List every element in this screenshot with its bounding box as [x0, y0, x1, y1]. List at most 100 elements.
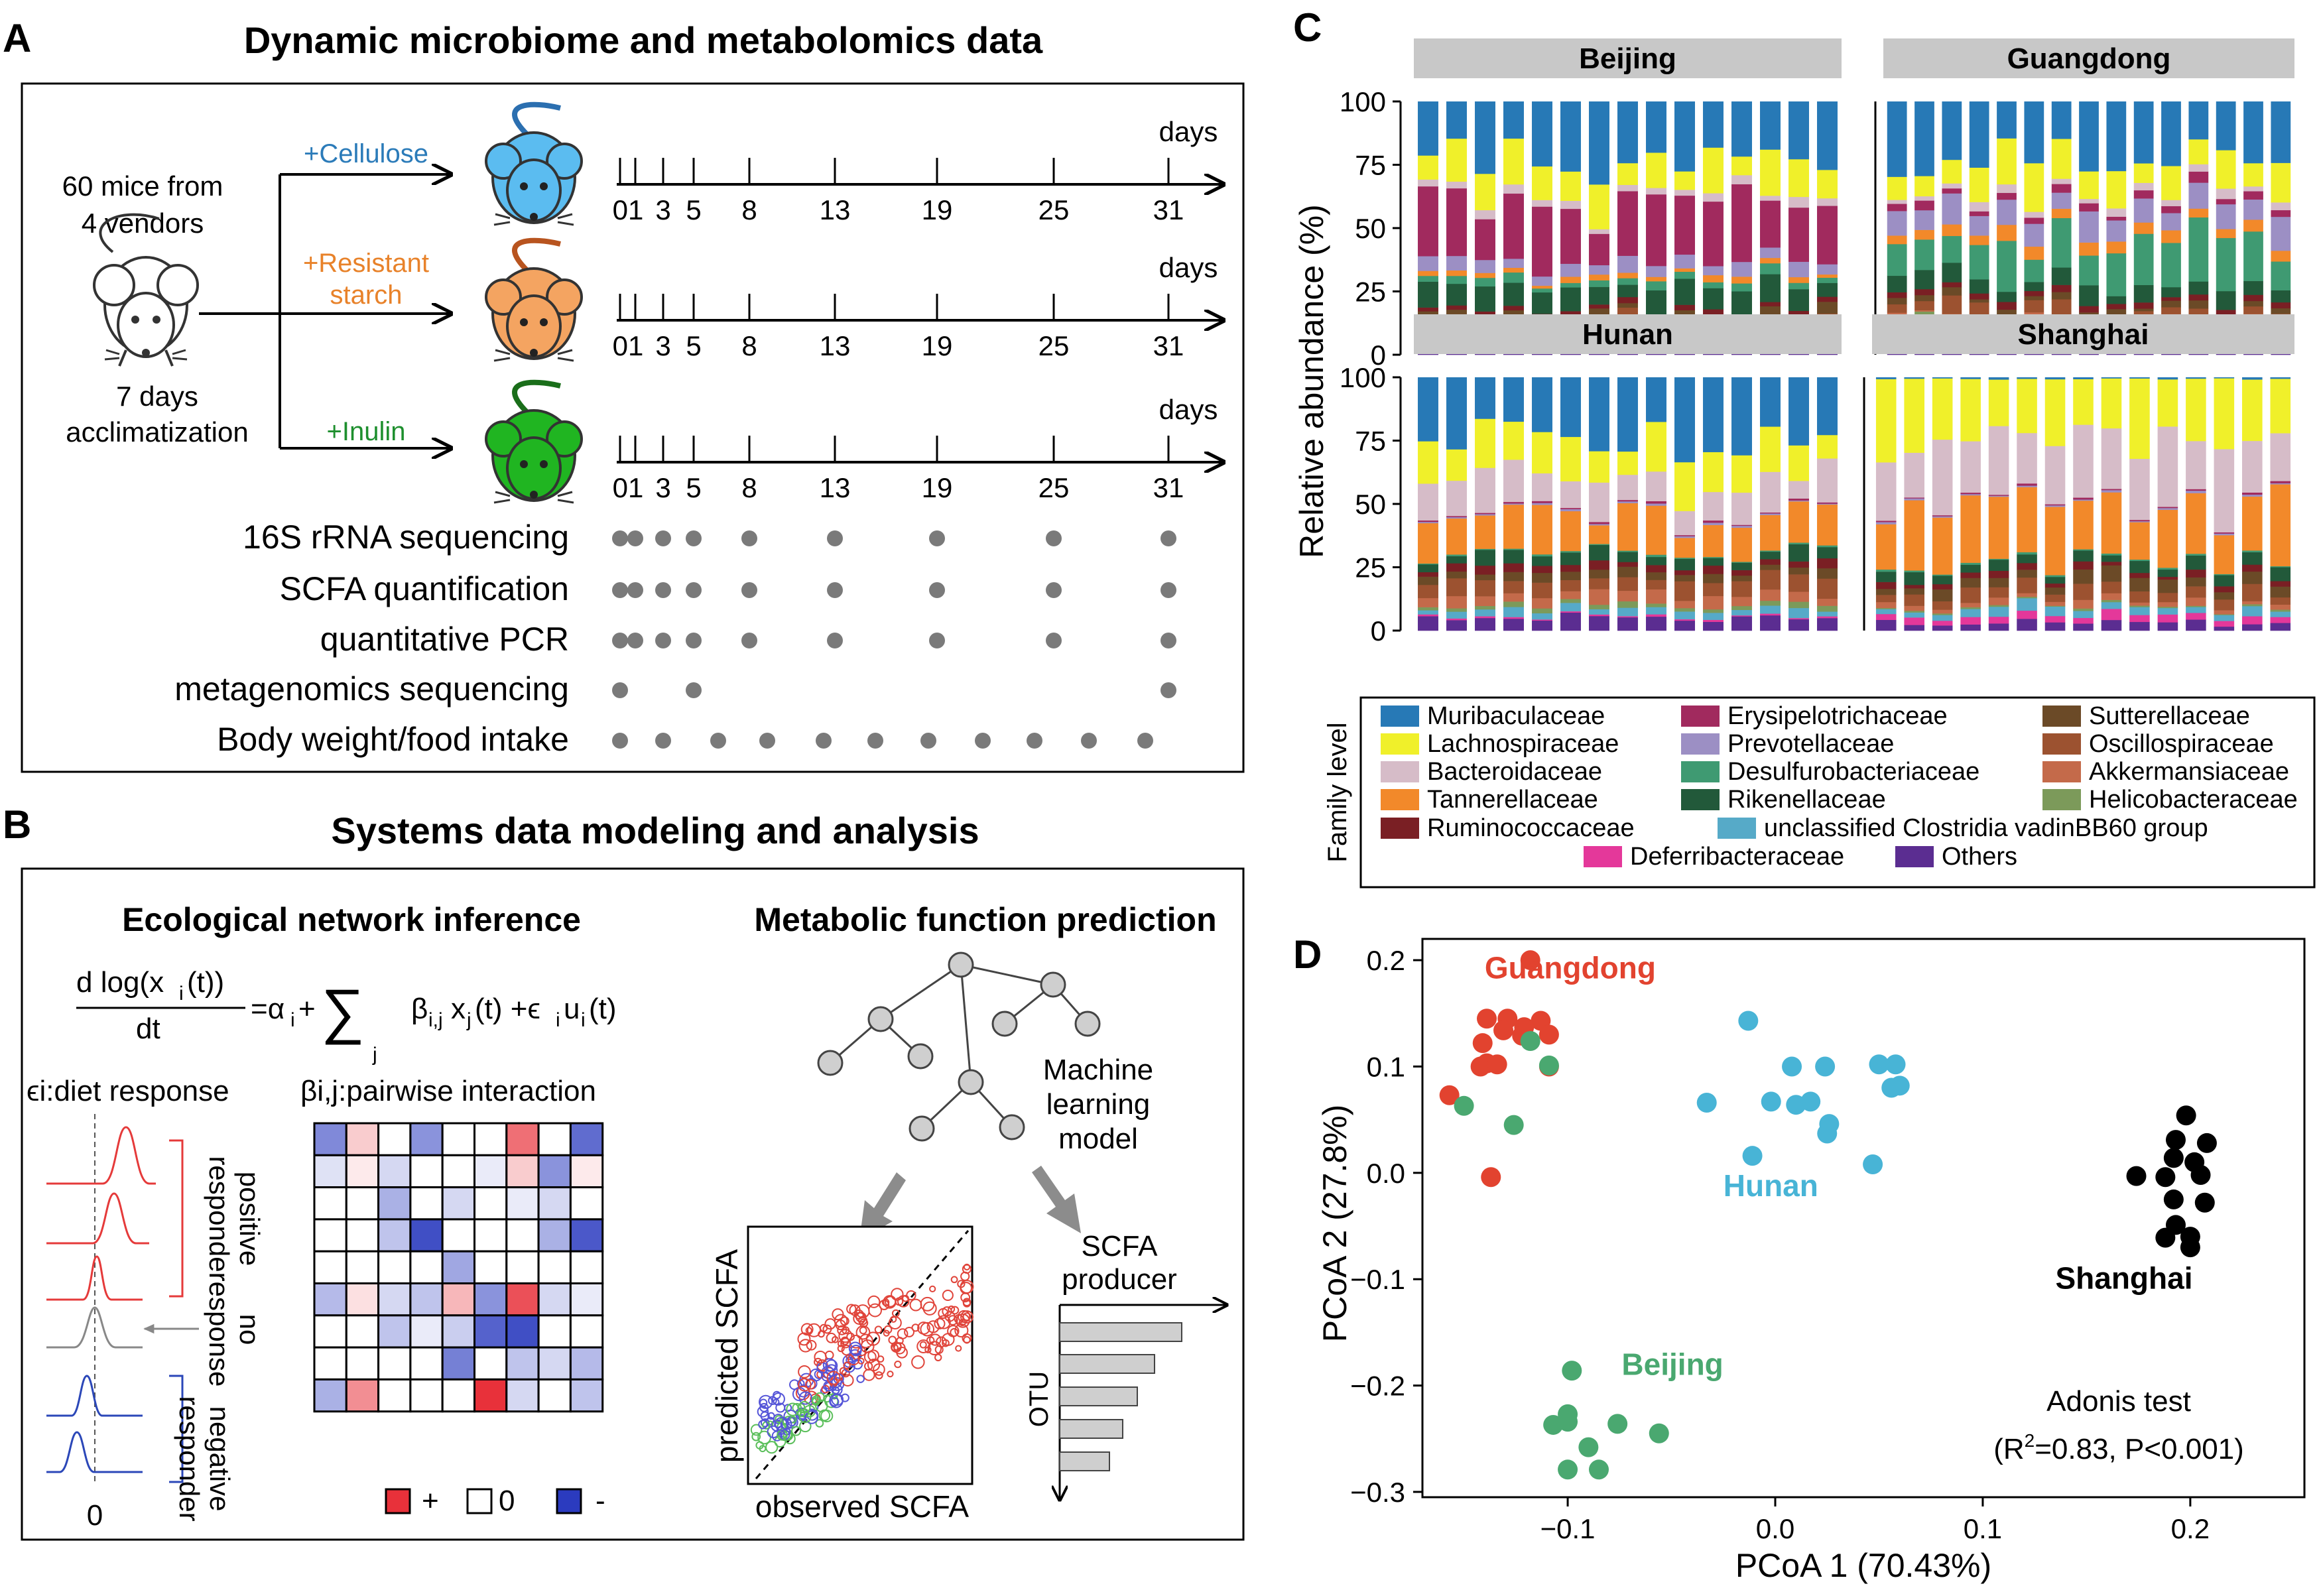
bar-segment	[2079, 242, 2099, 256]
legend-swatch	[2042, 761, 2081, 782]
bar-segment	[1997, 302, 2017, 310]
bar-segment	[2186, 555, 2206, 570]
bar-segment	[2024, 282, 2044, 292]
bar-segment	[2157, 607, 2178, 615]
diet-label: +Resistant	[303, 249, 429, 278]
bar-segment	[1932, 621, 1953, 626]
bar-segment	[1560, 481, 1581, 509]
bar-segment	[1997, 199, 2017, 225]
heatmap-cell	[473, 1186, 508, 1221]
bar-segment	[2242, 494, 2263, 497]
legend-swatch	[1381, 818, 1419, 839]
bar-segment	[1475, 565, 1495, 575]
bar-segment	[1988, 570, 2009, 578]
bar-segment	[1646, 101, 1666, 153]
mini-scatter-point	[857, 1357, 865, 1365]
mini-scatter-point	[856, 1375, 865, 1383]
bar-segment	[1788, 276, 1809, 283]
bar-segment	[2186, 377, 2206, 379]
pcoa-point-guangdong	[1481, 1167, 1501, 1188]
bar-segment	[1760, 605, 1781, 614]
bar-segment	[2161, 243, 2181, 288]
bar-segment	[1560, 550, 1581, 553]
bar-segment	[1703, 288, 1724, 310]
bar-segment	[1904, 625, 1924, 631]
bar-segment	[2101, 378, 2122, 429]
bar-segment	[2129, 605, 2150, 607]
heatmap-cell	[537, 1250, 572, 1284]
pcoa-point-shanghai	[2190, 1165, 2211, 1186]
bar-segment	[1960, 624, 1981, 631]
bar-segment	[1904, 498, 1924, 501]
bar-segment	[2129, 378, 2150, 460]
bar-segment	[1532, 292, 1552, 314]
bar-segment	[2051, 299, 2072, 317]
bar-segment	[1589, 308, 1609, 316]
mini-scatter-point	[758, 1420, 768, 1430]
mini-scatter-point	[963, 1336, 971, 1344]
pcoa-point-guangdong	[1520, 950, 1540, 971]
bar-segment	[1674, 278, 1695, 305]
bar-segment	[1532, 288, 1552, 293]
heatmap-cell	[377, 1346, 412, 1381]
bar-segment	[2243, 300, 2263, 307]
mini-scatter-point	[885, 1296, 897, 1308]
legend-swatch	[1381, 706, 1419, 727]
bar-segment	[2101, 582, 2122, 593]
bar-segment	[1560, 591, 1581, 599]
svg-text:=α: =α	[251, 993, 284, 1025]
legend-label: Deferribacteraceae	[1630, 843, 1844, 871]
bar-segment	[1503, 563, 1524, 572]
bar-segment	[1560, 101, 1581, 172]
bar-segment	[2186, 554, 2206, 556]
pcoa-point-hunan	[1742, 1146, 1763, 1166]
panel-c-letter: C	[1293, 5, 1322, 50]
bar-segment	[1969, 101, 1989, 168]
bar-segment	[1617, 278, 1638, 285]
bar-segment	[1760, 570, 1781, 590]
heatmap-cell	[409, 1122, 444, 1156]
heatmap-cell	[537, 1218, 572, 1253]
bar-segment	[1560, 287, 1581, 312]
bar-segment	[2044, 583, 2066, 588]
bar-segment	[2216, 310, 2236, 315]
pcoa-point-shanghai	[2155, 1167, 2176, 1188]
group-label-beijing: Beijing	[1621, 1347, 1723, 1382]
bar-segment	[1817, 302, 1838, 314]
bar-segment	[1731, 581, 1752, 597]
pcoa-point-beijing	[1578, 1437, 1599, 1457]
mini-scatter-point	[815, 1399, 828, 1413]
bar-segment	[1418, 179, 1438, 187]
bar-segment	[2216, 237, 2236, 292]
bar-segment	[1503, 601, 1524, 607]
bar-segment	[2044, 379, 2066, 446]
bar-segment	[1560, 509, 1581, 512]
bar-segment	[1817, 274, 1838, 278]
bar-segment	[2017, 610, 2037, 619]
bar-segment	[2157, 614, 2178, 623]
mini-scatter-point	[797, 1332, 811, 1346]
svg-text:+: +	[298, 993, 316, 1025]
bar-segment	[1560, 507, 1581, 510]
bar-segment	[1932, 439, 1953, 516]
bar-segment	[2270, 379, 2291, 434]
bar-segment	[2161, 307, 2181, 314]
bar-segment	[2079, 198, 2099, 204]
legend-label: unclassified Clostridia vadinBB60 group	[1764, 814, 2208, 842]
bar-segment	[1788, 310, 1809, 316]
heatmap-cell	[505, 1122, 540, 1156]
bar-segment	[1503, 421, 1524, 460]
mini-scatter-point	[809, 1369, 823, 1382]
measurement-dot	[929, 633, 945, 648]
diet-response-label: ϵi:diet response	[27, 1075, 229, 1107]
bar-segment	[1646, 153, 1666, 188]
bar-segment	[1969, 279, 1989, 294]
bar-segment	[2216, 290, 2236, 310]
bar-segment	[2051, 267, 2072, 285]
heatmap-cell	[313, 1378, 347, 1413]
positive-responder-label: positive responder	[204, 1156, 265, 1281]
mini-scatter-point	[840, 1336, 849, 1345]
bar-segment	[2157, 426, 2178, 507]
bar-segment	[1988, 495, 2009, 496]
bar-segment	[1475, 514, 1495, 516]
